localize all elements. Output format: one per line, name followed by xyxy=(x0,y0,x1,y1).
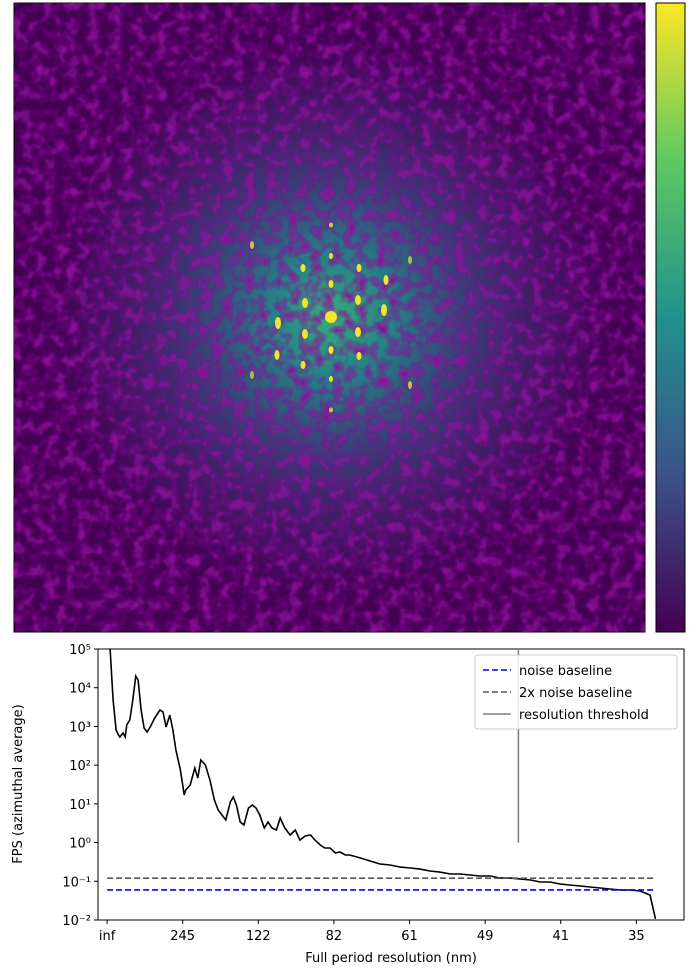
x-tick-label: 82 xyxy=(326,929,343,944)
series-group xyxy=(107,649,657,919)
diffraction-image xyxy=(13,2,646,633)
x-tick-label: 245 xyxy=(170,929,195,944)
x-tick-label: 41 xyxy=(552,929,569,944)
plot-frame xyxy=(97,648,685,921)
fps-plot: FPS (azimuthal average) Full period reso… xyxy=(11,643,685,966)
x-tick-label: inf xyxy=(99,929,116,944)
x-axis-label: Full period resolution (nm) xyxy=(305,951,477,966)
y-tick-label: 10⁰ xyxy=(69,837,91,852)
line-series xyxy=(109,649,657,919)
y-tick-label: 10¹ xyxy=(69,798,91,813)
x-tick-label: 49 xyxy=(477,929,494,944)
x-tick-label: 122 xyxy=(246,929,271,944)
y-axis-label: FPS (azimuthal average) xyxy=(11,704,26,863)
x-tick-label: 61 xyxy=(401,929,418,944)
y-tick-label: 10⁻² xyxy=(62,914,91,929)
y-tick-label: 10⁵ xyxy=(69,643,91,658)
y-tick-label: 10² xyxy=(69,759,91,774)
y-tick-label: 10⁻¹ xyxy=(62,875,91,890)
legend-box xyxy=(474,654,678,730)
y-tick-label: 10³ xyxy=(69,720,91,735)
legend-label: resolution threshold xyxy=(519,708,649,723)
colorbar xyxy=(655,2,686,633)
legend-label: noise baseline xyxy=(519,664,612,679)
legend-label: 2x noise baseline xyxy=(519,686,632,701)
x-tick-label: 35 xyxy=(628,929,645,944)
y-tick-label: 10⁴ xyxy=(69,682,91,697)
